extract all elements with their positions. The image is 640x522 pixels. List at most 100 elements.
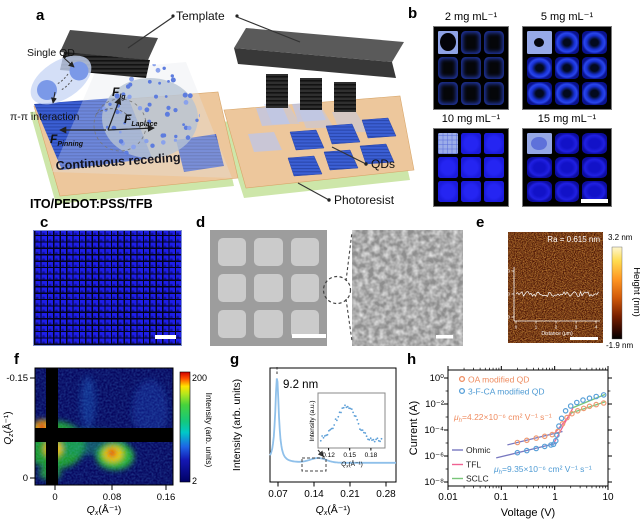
template-callout bbox=[127, 14, 301, 49]
legend-tfl: TFL bbox=[466, 460, 481, 470]
qds-label: QDs bbox=[371, 157, 395, 171]
f-axis-ticks bbox=[30, 377, 167, 490]
qd-pixel-cell bbox=[484, 157, 504, 178]
e-inset-ticks: 10 0 -10 0 1 2 3 4 bbox=[503, 269, 597, 330]
g-inset-scatter bbox=[319, 404, 383, 443]
panel-label-a: a bbox=[36, 7, 45, 24]
legend-oa: OA modified QD bbox=[468, 375, 529, 385]
g-inset-ylabel: Intensity (a.u.) bbox=[309, 400, 316, 441]
svg-text:0: 0 bbox=[515, 325, 518, 330]
h-xtick: 0.1 bbox=[494, 492, 508, 503]
panel-label-c: c bbox=[40, 214, 49, 231]
sem-square bbox=[254, 238, 283, 266]
f-ylabel: Qz(Å⁻¹) bbox=[1, 411, 15, 444]
h-axis-ticks bbox=[444, 366, 612, 490]
g-xtick: 0.21 bbox=[340, 489, 360, 500]
h-ytick: 10⁻⁶ bbox=[425, 451, 445, 462]
qd-pixel-cell bbox=[438, 31, 458, 54]
g-xtick: 0.14 bbox=[304, 489, 324, 500]
qd-pixel-cell bbox=[461, 157, 481, 178]
e-afm-image: Ra = 0.615 nm 10 0 -10 0 1 2 3 4 Height … bbox=[501, 232, 640, 350]
e-colorbar bbox=[611, 246, 623, 340]
d-sem-zoom-image bbox=[352, 230, 463, 346]
qd-pixel-cell bbox=[438, 133, 458, 154]
panel-label-h: h bbox=[407, 351, 417, 368]
substrate-label: ITO/PEDOT:PSS/TFB bbox=[30, 197, 153, 211]
qd-pixel-cell bbox=[461, 31, 481, 54]
qd-pixel-cell bbox=[461, 82, 481, 105]
sem-square bbox=[218, 274, 247, 302]
qd-pixel-cell bbox=[461, 56, 481, 80]
single-qd-inset bbox=[30, 55, 92, 105]
sem-square bbox=[218, 310, 247, 338]
g-inset-xtick: 0.12 bbox=[322, 452, 335, 459]
force-pinning-label: FPinning bbox=[50, 132, 84, 148]
g-xlabel: Qx(Å⁻¹) bbox=[316, 503, 351, 517]
qd-pixel-cell bbox=[527, 31, 552, 54]
panel-label-d: d bbox=[196, 214, 206, 231]
single-qd-label: Single QD bbox=[27, 47, 75, 59]
b-image-5mg bbox=[522, 26, 612, 110]
f-colorbar-max: 200 bbox=[192, 373, 207, 383]
sem-square bbox=[290, 274, 319, 302]
receding-meniscus-illustration bbox=[30, 30, 239, 204]
d-sem-pattern-image bbox=[210, 230, 327, 346]
e-height-profile-inset bbox=[511, 267, 600, 324]
b-image-10mg bbox=[433, 128, 509, 207]
qd-pixel-cell bbox=[582, 181, 607, 202]
g-inset-xtick: 0.15 bbox=[343, 452, 356, 459]
d-scale-bar-1 bbox=[292, 334, 326, 338]
h-data-points bbox=[514, 392, 607, 456]
f-xtick-0: 0 bbox=[52, 492, 57, 503]
panel-label-b: b bbox=[408, 5, 418, 22]
b-title-2mg: 2 mg mL⁻¹ bbox=[444, 11, 498, 23]
f-scattering-features bbox=[35, 368, 173, 485]
g-ylabel: Intensity (arb. units) bbox=[231, 379, 243, 471]
qd-pixel-cell bbox=[461, 133, 481, 154]
f-xlabel: Qx(Å⁻¹) bbox=[87, 503, 122, 517]
e-colorbar-min: -1.9 nm bbox=[606, 341, 633, 350]
zoom-region-box bbox=[301, 457, 327, 472]
force-laplace-label: FLaplace bbox=[124, 112, 158, 128]
qd-pixel-cell bbox=[554, 157, 580, 178]
b-scale-bar bbox=[581, 199, 608, 203]
legend-marker-fca bbox=[458, 387, 466, 395]
detector-gap-horizontal bbox=[35, 428, 173, 442]
f-xtick-2: 0.16 bbox=[157, 492, 176, 503]
legend-sclc: SCLC bbox=[466, 474, 489, 484]
h-xlabel: Voltage (V) bbox=[501, 507, 555, 519]
svg-text:10: 10 bbox=[505, 269, 511, 274]
qd-pixel-cell bbox=[527, 181, 552, 202]
gisaxs-linecut-curve bbox=[269, 378, 396, 464]
legend-marker-oa bbox=[458, 375, 466, 383]
c-scale-bar bbox=[155, 335, 176, 339]
e-colorbar-label: Height (nm) bbox=[631, 267, 640, 317]
panel-a-schematic: Template Single QD π-π interaction Flg F… bbox=[10, 9, 415, 211]
peak-spacing-label: 9.2 nm bbox=[283, 379, 318, 391]
pi-interaction-label: π-π interaction bbox=[10, 111, 80, 123]
qd-pixel-cell bbox=[582, 133, 607, 154]
h-iv-plot: 10⁰ 10⁻² 10⁻⁴ 10⁻⁶ 10⁻⁸ 0.01 0.1 1 10 Vo… bbox=[408, 366, 614, 519]
force-lg-label: Flg bbox=[112, 85, 126, 101]
mobility-oa: μh=4.22×10⁻⁶ cm² V⁻¹ s⁻¹ bbox=[453, 412, 552, 424]
e-colorbar-max: 3.2 nm bbox=[608, 233, 633, 242]
e-inset-ylabel: Height (nm) bbox=[501, 281, 507, 306]
sem-square bbox=[254, 310, 283, 338]
qd-pixel-cell bbox=[554, 31, 580, 54]
legend-ohmic: Ohmic bbox=[466, 445, 491, 455]
qd-pixel-cell bbox=[554, 82, 580, 105]
b-title-5mg: 5 mg mL⁻¹ bbox=[540, 11, 594, 23]
h-ytick: 10⁻⁴ bbox=[424, 425, 444, 436]
qd-pixel-cell bbox=[438, 157, 458, 178]
panel-label-e: e bbox=[476, 214, 485, 231]
qd-pixel-cell bbox=[554, 133, 580, 154]
beamstop-vertical bbox=[46, 368, 58, 485]
h-ytick: 10⁰ bbox=[430, 373, 445, 384]
mobility-fca: μh=9.35×10⁻⁶ cm² V⁻¹ s⁻¹ bbox=[493, 464, 592, 476]
qd-pixel-cell bbox=[527, 56, 552, 80]
height-trace bbox=[515, 290, 599, 297]
h-xtick: 1 bbox=[552, 492, 558, 503]
qd-particles bbox=[102, 64, 200, 156]
h-xtick: 10 bbox=[602, 492, 614, 503]
g-inset-ticks bbox=[328, 448, 372, 451]
